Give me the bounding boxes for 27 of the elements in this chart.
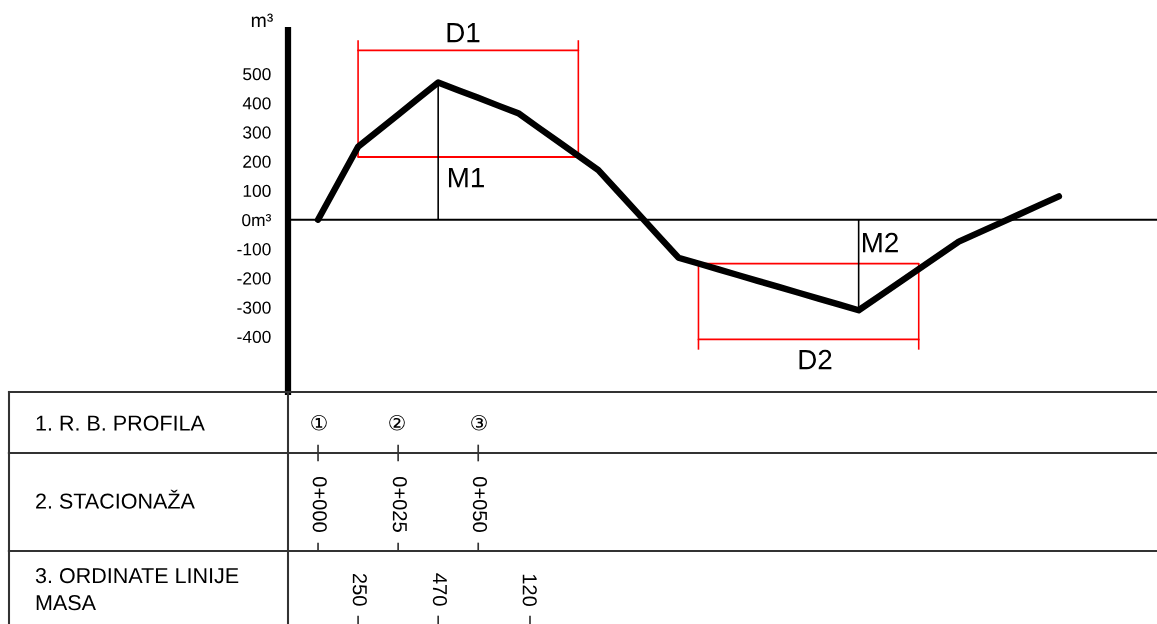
data-label: 250 [352,573,367,606]
y-tick-label: -300 [237,301,271,314]
x-tick-label: 0+025 [392,476,407,532]
text: ③ [471,415,487,431]
annotation: M2 [862,232,898,253]
text: ① [311,415,327,431]
y-tick-label: -400 [237,330,271,343]
text: ② [389,415,405,431]
text: 120 [522,574,537,607]
y-tick-label: 300 [243,126,271,139]
y-tick-label: 500 [243,67,271,81]
annotation: M1 [448,168,484,188]
y-tick-label: -100 [237,243,271,256]
y-tick-label: 100 [243,184,271,198]
text: 1. R. B. PROFILA [36,415,205,431]
y-axis-title: m³ [251,13,273,28]
text: 3. ORDINATE LINIJE MASA [35,567,239,611]
x-tick-label: 0+000 [312,476,327,532]
data-label: 470 [432,573,448,606]
y-tick-label: -200 [237,272,271,285]
annotation: D1 [447,23,480,43]
x-axis-title: 2. STACIONAŽA [36,489,195,509]
x-tick-label: 0+050 [472,476,488,532]
y-tick-label: 400 [242,97,271,110]
annotation: D2 [799,349,832,370]
y-tick-label: 200 [243,155,271,168]
y-tick-label: 0m³ [242,213,271,227]
